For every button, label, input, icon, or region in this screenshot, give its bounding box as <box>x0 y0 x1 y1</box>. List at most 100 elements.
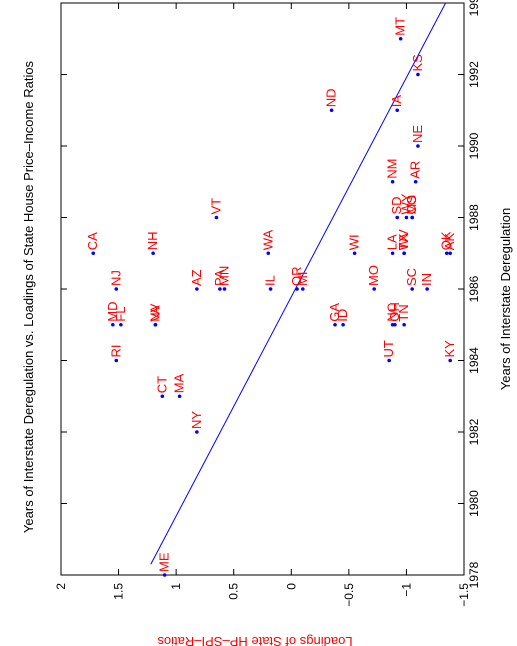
loading-tick-label: −1 <box>399 583 413 597</box>
point-label: VA <box>147 305 162 322</box>
loading-tick-label: −1.5 <box>457 583 471 607</box>
data-point <box>177 394 182 399</box>
data-point <box>341 322 345 327</box>
ticks-layer: 1978 1980 1982 1984 1986 1988 1990 1992 1994 −1.5… <box>54 0 481 607</box>
loading-tick-label: 1 <box>169 583 183 590</box>
data-point <box>410 215 414 220</box>
point-label: NY <box>189 411 204 429</box>
point-label: VT <box>208 198 223 215</box>
data-point <box>395 215 400 220</box>
point-label: ND <box>324 88 339 107</box>
year-tick-label: 1990 <box>467 132 481 159</box>
point-label: RI <box>108 345 123 358</box>
x-axis-title: Years of Interstate Deregulation <box>498 208 513 390</box>
point-label: ME <box>157 552 172 572</box>
loading-tick-label: 1.5 <box>112 583 126 600</box>
point-label: GA <box>327 303 342 322</box>
loading-tick-label: 0 <box>284 583 298 590</box>
year-tick-label: 1978 <box>467 561 481 588</box>
data-point <box>295 287 299 291</box>
fit-layer <box>150 2 447 565</box>
point-label: PA <box>212 269 227 286</box>
data-point <box>111 322 115 327</box>
plot-frame <box>60 2 465 576</box>
year-tick-label: 1984 <box>467 347 481 374</box>
point-label: OR <box>289 267 304 287</box>
point-label: WV <box>396 229 411 250</box>
point-label: WI <box>347 234 362 250</box>
data-point <box>448 358 452 363</box>
point-label: KY <box>442 340 457 358</box>
point-label: CT <box>154 376 169 393</box>
fit-line <box>150 2 447 565</box>
point-label: NC <box>385 303 400 322</box>
data-point <box>402 251 406 256</box>
data-point <box>390 179 395 184</box>
point-label: IL <box>263 275 278 286</box>
point-label: TX <box>396 233 411 250</box>
data-point <box>214 215 219 220</box>
year-tick-label: 1980 <box>467 490 481 517</box>
point-label: FL <box>113 307 128 322</box>
point-label: UT <box>381 340 396 357</box>
data-point <box>390 251 395 256</box>
point-label: KS <box>410 54 425 72</box>
chart-title: Years of Interstate Deregulation vs. Loa… <box>21 60 36 533</box>
data-point <box>222 287 227 291</box>
point-label: AK <box>442 233 457 251</box>
data-point <box>398 36 403 41</box>
point-label: NH <box>145 231 160 250</box>
data-point <box>404 215 409 220</box>
point-label: NM <box>385 159 400 179</box>
year-tick-label: 1982 <box>467 418 481 445</box>
year-tick-label: 1986 <box>467 275 481 302</box>
data-point <box>352 251 357 256</box>
point-label: OK <box>439 231 454 250</box>
year-tick-label: 1988 <box>467 204 481 231</box>
data-point <box>119 322 123 327</box>
data-point <box>266 251 271 256</box>
data-point <box>301 287 305 291</box>
year-tick-label: 1992 <box>467 61 481 88</box>
data-point <box>195 430 199 434</box>
data-point <box>91 251 96 256</box>
data-point <box>402 322 406 327</box>
point-label: WA <box>260 229 275 250</box>
data-point <box>425 287 429 291</box>
point-label: MN <box>217 266 232 286</box>
point-label: IN <box>419 273 434 286</box>
point-label: MT <box>393 17 408 36</box>
point-label: AZ <box>189 269 204 286</box>
data-point <box>153 322 158 327</box>
point-label: CO <box>404 195 419 215</box>
point-label: ID <box>335 309 350 322</box>
point-label: WY <box>398 193 413 214</box>
loading-tick-label: 2 <box>54 583 68 590</box>
data-point <box>333 322 337 327</box>
point-label: NV <box>147 303 162 321</box>
point-label: NJ <box>108 270 123 286</box>
point-label: NE <box>410 125 425 143</box>
data-point <box>160 394 165 399</box>
point-label: IA <box>389 95 404 108</box>
data-point <box>329 108 334 113</box>
data-point <box>151 251 155 256</box>
data-point <box>416 144 420 148</box>
data-point <box>114 287 119 291</box>
loading-tick-label: 0.5 <box>227 583 241 600</box>
point-label: TN <box>396 304 411 321</box>
data-point <box>268 287 273 291</box>
point-label: MA <box>172 373 187 393</box>
point-label: MI <box>295 272 310 286</box>
point-label: CA <box>85 232 100 250</box>
y-axis-title: Loadings of State HP–SPI–Ratios <box>157 634 353 646</box>
data-point <box>387 358 391 363</box>
point-label: LA <box>385 234 400 250</box>
point-label: AR <box>408 161 423 179</box>
point-label: OH <box>387 302 402 322</box>
data-point <box>413 179 418 184</box>
point-label: MO <box>366 265 381 286</box>
data-point <box>395 108 400 113</box>
